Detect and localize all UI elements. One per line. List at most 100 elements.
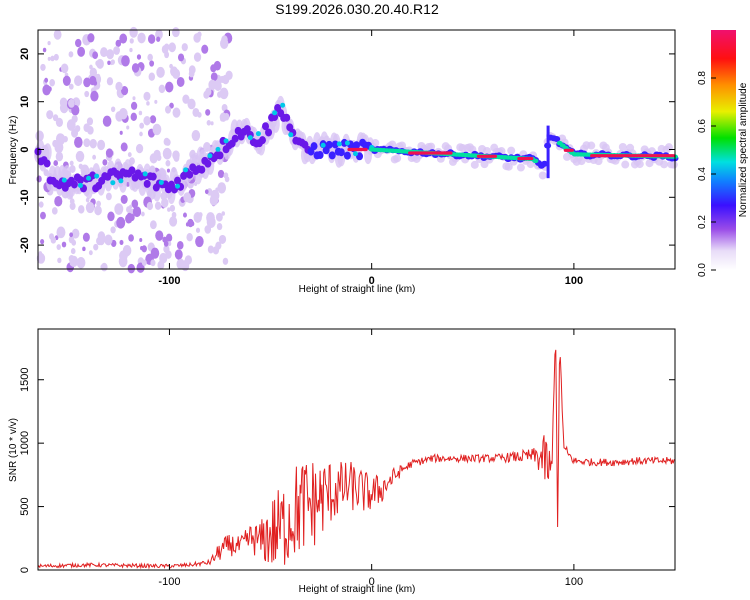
spectrogram-cell [130,112,137,121]
spectrogram-cell [68,51,74,58]
spectrogram-cell [50,236,57,244]
spectrogram-cell [89,64,93,70]
spectrogram-cell [621,160,630,169]
spectrogram-cell [325,140,333,149]
spectrogram-cell [265,128,273,137]
spectrogram-cell [217,91,223,98]
spectrogram-cell [174,176,182,185]
spectrogram-x-tick-label: 100 [565,275,583,287]
spectrogram-cell [128,166,136,175]
spectrogram-cell [129,38,134,44]
spectrogram-cell [88,250,93,256]
spectrogram-cell [100,47,108,58]
spectrogram-cell [61,177,67,183]
spectrogram-cell [106,49,115,60]
spectrogram-cell [93,243,99,251]
spectrogram-cell [165,233,173,243]
spectrogram-cell [56,226,66,239]
spectrogram-cell [149,153,158,164]
spectrogram-cell [210,121,214,126]
colorbar-tick-label: 0.0 [697,263,708,277]
spectrogram-cell [190,221,195,227]
spectrogram-cell [107,60,111,66]
spectrogram-cell [129,26,138,38]
spectrogram-cell [577,157,586,166]
spectrogram-y-tick-label: 20 [19,48,31,60]
spectrogram-cell [149,60,155,67]
spectrogram-cell [68,98,75,108]
spectrogram-cell [120,142,128,152]
spectrogram-cell [54,141,64,154]
spectrogram-cell [139,122,145,129]
spectrogram-cell [546,125,550,179]
spectrogram-cell [310,142,318,151]
spectrogram-cell [132,96,136,101]
spectrogram-cell [110,226,116,234]
spectrogram-cell [255,131,261,137]
spectrogram-cell [172,68,181,80]
spectrogram-cell [169,102,174,109]
spectrogram-cell [206,216,216,228]
spectrogram-cell [61,241,67,248]
spectrogram-cell [75,38,82,48]
spectrogram-cell [75,125,81,133]
spectrogram-cell [147,53,153,61]
spectrogram-cell [532,158,539,164]
spectrogram-cell [195,235,204,248]
spectrogram-cell [188,65,196,75]
spectrogram-cell [70,180,78,189]
spectrogram-cell [136,54,142,60]
spectrogram-y-tick-label: -20 [19,237,31,253]
spectrogram-cell [83,138,91,148]
spectrogram-cell [43,159,51,168]
spectrogram-cell [176,76,185,87]
spectrogram-cell [69,160,74,166]
spectrogram-cell [158,84,166,94]
spectrogram-cell [114,203,124,215]
spectrogram-cell [149,115,157,124]
spectrogram-cell [115,39,122,47]
spectrogram-cell [83,77,91,88]
spectrogram-cell [60,63,69,74]
spectrogram-cell [182,94,190,104]
spectrogram-cell [207,245,214,254]
spectrogram-cell [207,153,213,159]
snr-series-line [37,349,676,570]
colorbar-tick-label: 0.2 [697,215,708,229]
snr-marks [37,349,676,570]
spectrogram-cell [53,53,59,61]
spectrogram-cell [210,72,218,82]
spectrogram-cell [204,189,209,195]
spectrogram-x-tick-label: 0 [369,275,375,287]
spectrogram-cell [118,178,124,184]
spectrogram-cell [344,140,350,146]
spectrogram-cell [59,97,68,108]
spectrogram-cell [141,259,147,266]
spectrogram-cell [243,125,251,134]
spectrogram-cell [110,106,116,113]
spectrogram-cell [40,63,46,71]
spectrogram-cell [92,154,97,160]
spectrogram-cell [121,55,130,67]
spectrogram-cell [118,255,128,268]
spectrogram-cell [141,211,145,217]
spectrogram-cell [55,117,64,128]
spectrogram-cell [40,238,45,245]
spectrogram-cell [76,176,84,185]
spectrogram-cell [516,163,525,172]
spectrogram-cell [146,201,154,211]
spectrogram-cell [143,179,151,188]
spectrogram-cell [148,72,156,81]
spectrogram-cell [210,64,217,73]
spectrogram-cell [149,172,157,181]
spectrogram-cell [158,179,164,185]
spectrogram-cell [76,256,86,269]
spectrogram-cell [331,140,339,149]
spectrogram-cell [126,125,130,130]
spectrogram-cell [142,171,148,177]
spectrogram-cell [156,154,162,161]
spectrogram-cell [161,198,169,208]
spectrogram-cell [96,73,101,79]
spectrogram-cell [186,233,193,242]
spectrogram-cell [69,165,76,173]
